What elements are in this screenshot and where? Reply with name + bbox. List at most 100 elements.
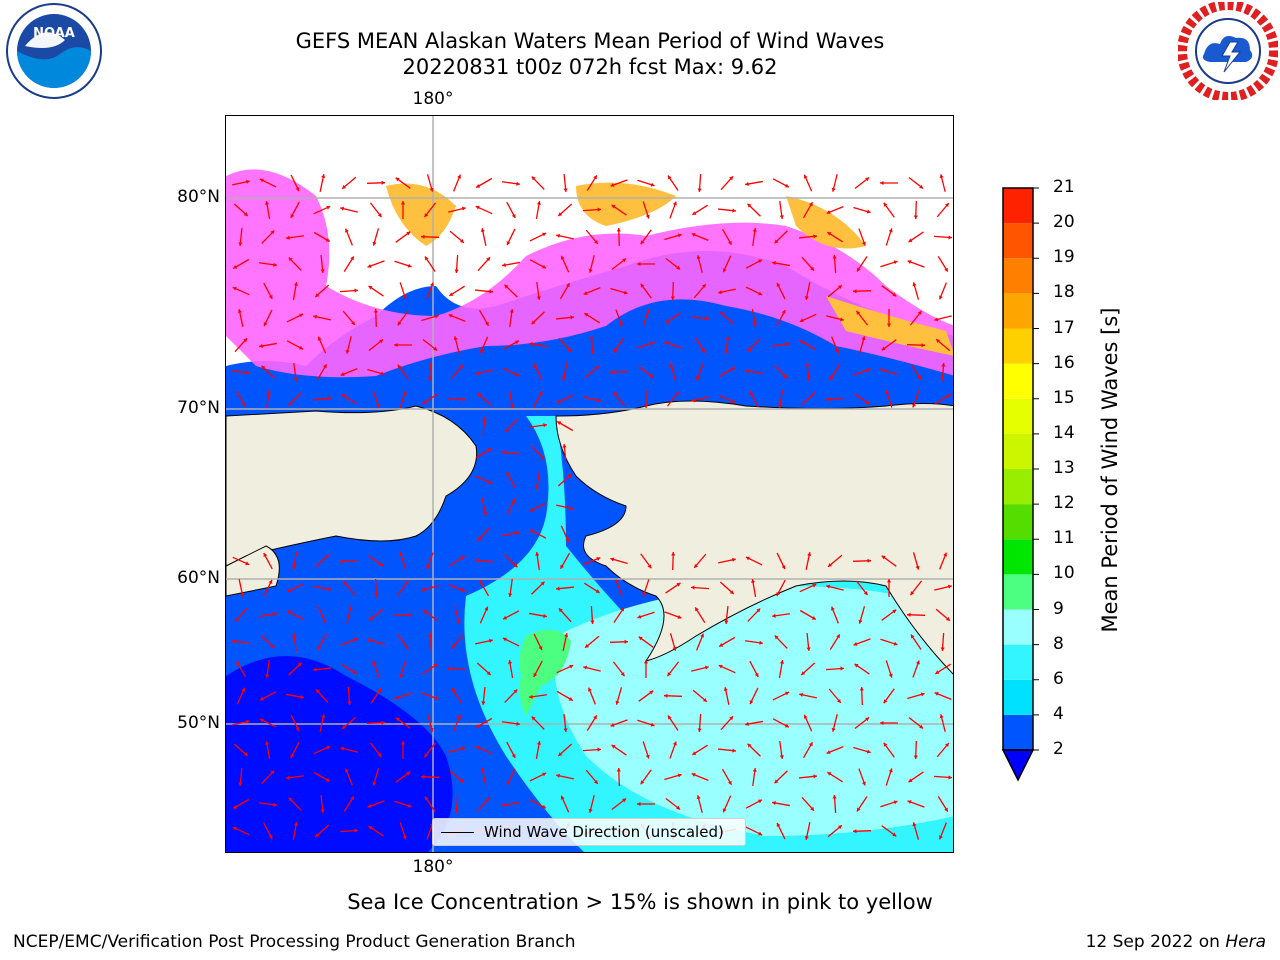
wave-arrow-head (674, 391, 679, 396)
wave-arrow-head (853, 641, 858, 646)
wave-arrow-head (810, 266, 815, 271)
wave-arrow-head (664, 341, 669, 346)
wave-arrow-head (828, 563, 833, 567)
wave-arrow-head (939, 835, 943, 840)
wave-arrow-head (826, 210, 831, 214)
wave-arrow-head (826, 397, 830, 402)
wave-arrow-head (784, 723, 789, 728)
wave-arrow-head (246, 179, 250, 184)
wave-arrow-head (947, 584, 952, 589)
wave-arrow-head (885, 390, 890, 395)
wave-arrow-head (295, 727, 300, 732)
wave-arrow-head (292, 633, 297, 637)
wave-arrow-head (910, 634, 915, 639)
wave-arrow-head (459, 239, 464, 243)
noaa-logo: NOAA (5, 2, 103, 100)
wave-arrow-head (503, 615, 508, 620)
wave-arrow-head (696, 376, 700, 381)
wave-arrow-head (427, 377, 432, 381)
wave-arrow-head (486, 671, 491, 676)
wave-arrow-head (704, 665, 709, 670)
wave-arrow-head (940, 647, 945, 651)
wave-arrow-head (511, 753, 516, 758)
wave-arrow-head (399, 552, 404, 557)
wave-arrow-head (910, 591, 915, 596)
wave-arrow-head (866, 209, 871, 214)
wave-arrow-head (265, 741, 270, 745)
colorbar-tick-label: 10 (1053, 563, 1075, 584)
wave-arrow-head (541, 804, 546, 809)
wave-arrow-head (620, 607, 625, 612)
wave-arrow-head (489, 289, 493, 294)
wave-arrow-head (513, 689, 518, 694)
wave-arrow-head (456, 619, 461, 624)
wave-arrow-head (561, 377, 566, 381)
wave-arrow-head (448, 666, 452, 671)
wave-arrow-head (300, 694, 304, 699)
wave-arrow-head (380, 371, 385, 376)
wave-arrow-head (514, 340, 519, 345)
wave-arrow-head (861, 336, 866, 341)
wave-arrow-head (729, 716, 734, 721)
wave-arrow-head (615, 700, 620, 705)
wave-arrow-head (506, 781, 511, 786)
wave-arrow-head (536, 741, 541, 745)
wave-arrow-head (907, 260, 912, 265)
wave-arrow-head (504, 428, 509, 433)
wave-arrow-head (695, 607, 699, 612)
wave-arrow-head (368, 825, 373, 830)
wave-arrow-head (867, 558, 871, 563)
wave-arrow-head (745, 181, 749, 186)
wave-arrow-head (480, 228, 485, 232)
wave-arrow-head (476, 724, 481, 728)
wave-arrow-head (315, 833, 320, 838)
colorbar-tick-label: 18 (1053, 282, 1075, 303)
wave-arrow-head (352, 670, 357, 674)
wave-arrow-head (772, 613, 776, 618)
wave-arrow-head (372, 660, 377, 665)
wave-arrow-head (246, 719, 250, 724)
wave-arrow-head (513, 563, 518, 568)
wave-arrow-head (372, 241, 377, 246)
wave-arrow-head (459, 779, 464, 783)
wave-arrow-head (803, 174, 808, 179)
wave-arrow-head (481, 701, 486, 705)
wave-arrow-head (883, 699, 888, 704)
wave-arrow-head (588, 687, 592, 692)
wave-arrow-head (719, 643, 724, 647)
wave-arrow-head (643, 660, 649, 664)
wave-arrow-head (691, 233, 696, 237)
wave-arrow-head (585, 644, 590, 648)
wave-arrow-head (811, 616, 816, 620)
wave-arrow-head (484, 606, 489, 611)
wave-arrow-head (529, 507, 534, 512)
wave-arrow-head (881, 555, 886, 560)
wave-arrow-head (749, 391, 754, 396)
wave-arrow-head (325, 238, 330, 242)
wave-arrow-head (237, 309, 242, 313)
wave-arrow-head (236, 661, 240, 666)
wave-arrow-head (540, 581, 545, 586)
wave-arrow-head (448, 314, 453, 318)
colorbar-tick-label: 4 (1053, 703, 1064, 724)
wave-arrow-head (556, 586, 560, 591)
wave-arrow-head (610, 370, 614, 375)
wave-arrow-head (912, 822, 917, 827)
wave-arrow-head (677, 773, 682, 778)
colorbar-tick-label: 11 (1053, 528, 1075, 549)
wave-arrow-head (273, 262, 277, 267)
colorbar-tick-label: 15 (1053, 387, 1075, 408)
wave-arrow-head (406, 231, 411, 236)
wave-arrow-head (421, 587, 426, 592)
wave-arrow-head (944, 267, 948, 272)
wave-arrow-head (529, 342, 533, 347)
wave-arrow-head (645, 309, 650, 314)
wave-arrow-head (830, 375, 834, 380)
wave-arrow-head (242, 402, 246, 407)
wave-arrow-head (754, 672, 759, 677)
wave-arrow-head (424, 753, 429, 758)
colorbar-tick-label: 2 (1053, 739, 1064, 759)
wave-arrow-head (692, 751, 697, 755)
wave-arrow-head (261, 365, 266, 370)
wave-arrow-head (327, 396, 331, 401)
